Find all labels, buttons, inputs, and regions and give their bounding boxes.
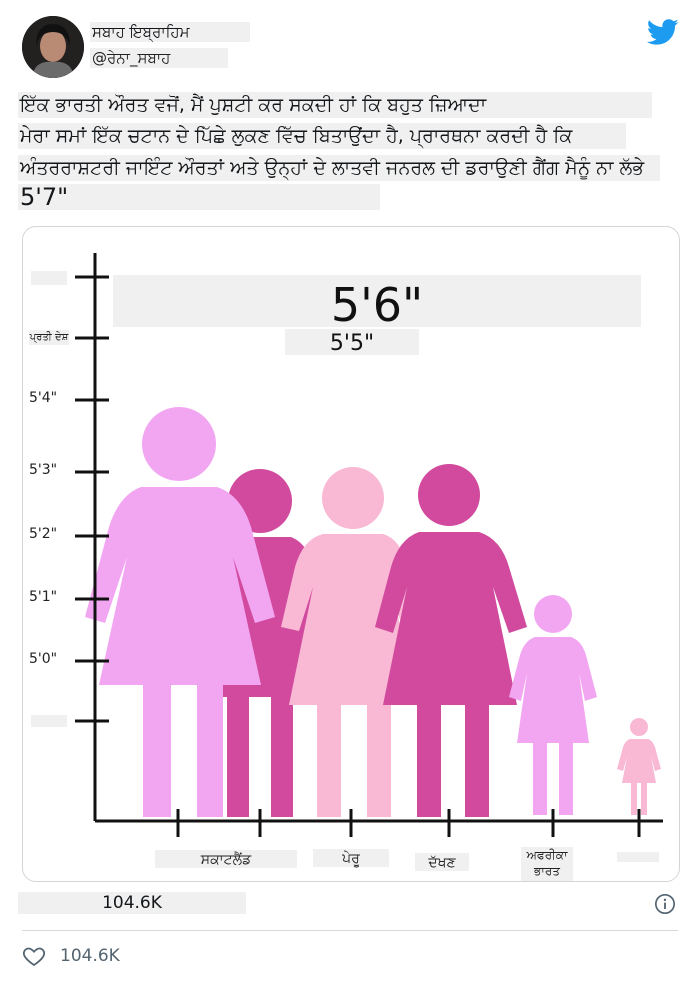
- x-label-scotland: ਸਕਾਟਲੈਂਡ: [155, 850, 297, 868]
- user-handle[interactable]: @ਰੇਨਾ_ਸਬਾਹ: [90, 48, 228, 68]
- y-tick-label-5-4: 5'4": [29, 390, 58, 406]
- display-name[interactable]: ਸਬਾਹ ਇਬ੍ਰਾਹਿਮ: [90, 22, 250, 42]
- figure-light-pink-large: [85, 407, 275, 817]
- like-count: 104.6K: [60, 946, 120, 966]
- y-tick-label-5-1: 5'1": [29, 589, 58, 605]
- likes-summary: 104.6K: [18, 892, 246, 914]
- info-icon[interactable]: [654, 893, 676, 915]
- twitter-bird-icon[interactable]: [647, 16, 679, 48]
- tweet-text-line-1: ਇੱਕ ਭਾਰਤੀ ਔਰਤ ਵਜੋਂ, ਮੈਂ ਪੁਸ਼ਟੀ ਕਰ ਸਕਦੀ ਹ…: [18, 92, 652, 118]
- figure-magenta-front: [375, 464, 527, 817]
- x-label-africa-india: ਅਫਰੀਕਾ ਭਾਰਤ: [521, 847, 573, 881]
- tweet-image[interactable]: ਪ੍ਰਤੀ ਦੇਸ਼ 5'4" 5'3" 5'2" 5'1" 5'0" 5'6"…: [22, 226, 680, 882]
- y-tick-label-5-3: 5'3": [29, 462, 58, 478]
- tweet-text-line-3: ਅੰਤਰਰਾਸ਼ਟਰੀ ਜਾਇੰਟ ਔਰਤਾਂ ਅਤੇ ਉਨ੍ਹਾਂ ਦੇ ਲਾ…: [18, 155, 660, 181]
- height-label-5-6: 5'6": [113, 275, 641, 332]
- figure-light-pink-small: [509, 595, 597, 815]
- height-comparison-graphic: [75, 253, 663, 837]
- x-label-peru: ਪੇਰੂ: [313, 849, 389, 867]
- divider: [22, 930, 678, 931]
- tweet-text-line-4: 5'7": [18, 184, 380, 210]
- avatar[interactable]: [22, 16, 84, 78]
- y-tick-label-5-0: 5'0": [29, 651, 58, 667]
- y-tick-label-5-2: 5'2": [29, 526, 58, 542]
- y-tick-label-top: [31, 271, 67, 285]
- tweet-text-line-2: ਮੇਰਾ ਸਮਾਂ ਇੱਕ ਚਟਾਨ ਦੇ ਪਿੱਛੇ ਲੁਕਣ ਵਿੱਚ ਬਿ…: [18, 123, 626, 149]
- heart-icon[interactable]: [22, 944, 46, 968]
- chart-axes: [75, 253, 663, 837]
- height-label-5-5: 5'5": [285, 329, 419, 356]
- x-label-south: ਦੱਖਣ: [415, 853, 469, 871]
- y-tick-label-per-country: ਪ੍ਰਤੀ ਦੇਸ਼: [29, 330, 69, 345]
- figure-pink-tiny: [617, 718, 661, 815]
- x-label-last: [617, 852, 659, 862]
- y-tick-label-bottom: [31, 715, 67, 727]
